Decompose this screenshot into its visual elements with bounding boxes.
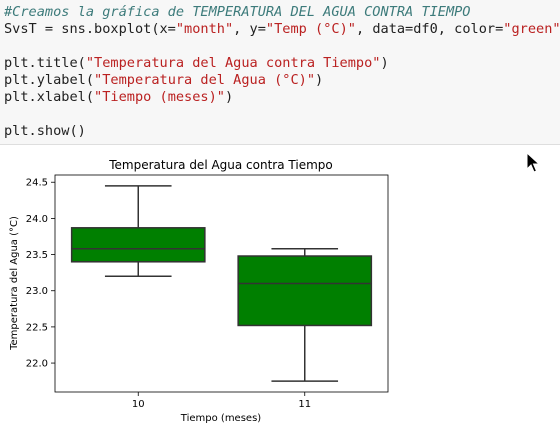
- boxplot-chart: Temperatura del Agua contra Tiempo Tempe…: [9, 158, 389, 424]
- output-area: Temperatura del Agua contra Tiempo Tempe…: [0, 150, 560, 430]
- box-11: [237, 255, 373, 327]
- y-tick-label: 24.0: [26, 214, 48, 225]
- code-token: "green": [503, 21, 560, 37]
- code-token: "Temperatura del Agua (°C)": [94, 72, 316, 88]
- y-tick-label: 23.5: [26, 250, 48, 261]
- x-tick-label: 11: [298, 399, 311, 410]
- y-tick-label: 24.5: [26, 178, 48, 189]
- code-token: plt.xlabel(: [4, 89, 95, 105]
- code-token: , data=df0, color=: [355, 21, 504, 37]
- code-cell[interactable]: #Creamos la gráfica de TEMPERATURA DEL A…: [0, 0, 560, 145]
- y-axis-label: Temperatura del Agua (°C): [9, 216, 20, 351]
- code-token: "month": [175, 21, 234, 37]
- code-line: plt.title("Temperatura del Agua contra T…: [4, 55, 389, 72]
- code-token: "Temp (°C)": [265, 21, 356, 37]
- y-tick-label: 23.0: [26, 286, 48, 297]
- mouse-pointer-icon: [526, 152, 540, 173]
- code-line: plt.xlabel("Tiempo (meses)"): [4, 89, 233, 106]
- code-token: plt.title(: [4, 55, 86, 71]
- code-line: plt.ylabel("Temperatura del Agua (°C)"): [4, 72, 323, 89]
- plot-frame: [54, 174, 389, 393]
- code-token: , y=: [233, 21, 266, 37]
- code-token: ): [380, 55, 389, 71]
- y-tick-label: 22.0: [26, 359, 48, 370]
- code-line: SvsT = sns.boxplot(x="month", y="Temp (°…: [4, 21, 560, 38]
- x-axis-label: Tiempo (meses): [180, 413, 261, 424]
- box-10: [70, 227, 206, 263]
- code-token: "Tiempo (meses)": [94, 89, 225, 105]
- chart-title: Temperatura del Agua contra Tiempo: [108, 158, 333, 172]
- code-token: ): [315, 72, 324, 88]
- code-token: "Temperatura del Agua contra Tiempo": [85, 55, 381, 71]
- code-line: #Creamos la gráfica de TEMPERATURA DEL A…: [4, 4, 471, 21]
- code-token: SvsT = sns.boxplot(x=: [4, 21, 176, 37]
- y-tick-label: 22.5: [26, 322, 48, 333]
- code-token: ): [224, 89, 234, 105]
- code-token: plt.show(): [4, 123, 86, 139]
- code-line: plt.show(): [4, 123, 86, 140]
- x-tick-label: 10: [132, 399, 145, 410]
- code-token: #Creamos la gráfica de TEMPERATURA DEL A…: [4, 4, 471, 20]
- code-token: plt.ylabel(: [4, 72, 95, 88]
